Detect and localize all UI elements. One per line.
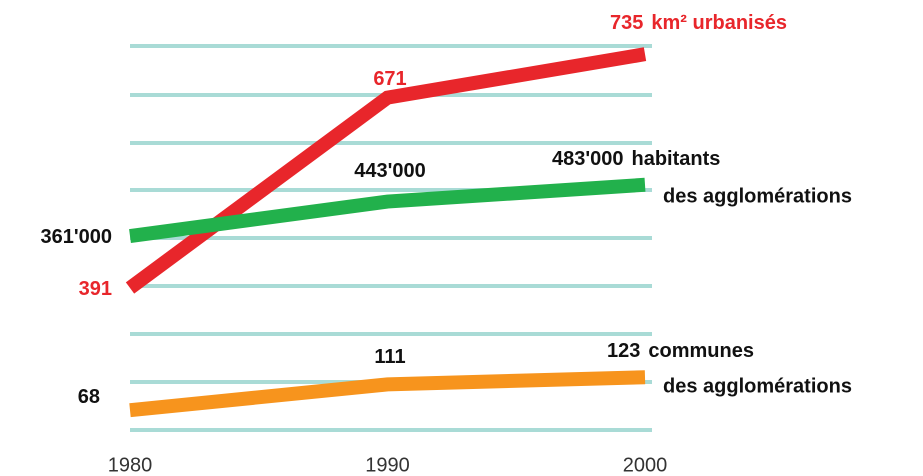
data-label: 361'000: [41, 226, 113, 248]
data-label-value: 111: [374, 346, 405, 368]
data-label-value: 483'000: [552, 148, 624, 170]
grid: [130, 44, 652, 432]
series-line: [129, 177, 646, 243]
data-label: 391: [79, 278, 112, 300]
data-label-value: 68: [78, 386, 100, 408]
data-label-value: 671: [373, 68, 406, 90]
series-line: [129, 370, 646, 418]
data-label: 483'000 habitants: [552, 148, 720, 170]
data-label: 123 communes: [607, 340, 754, 362]
series-label: des agglomérations: [663, 375, 852, 397]
x-tick-label: 1990: [365, 454, 410, 476]
series-label: communes: [648, 340, 754, 362]
data-label: 111: [374, 346, 405, 368]
x-tick-label: 1980: [108, 454, 153, 476]
x-tick-label: 2000: [623, 454, 668, 476]
data-label-value: 391: [79, 278, 112, 300]
data-label: 735 km² urbanisés: [610, 12, 787, 34]
data-label: 68: [78, 386, 100, 408]
series-label: des agglomérations: [663, 185, 852, 207]
series-label: km² urbanisés: [651, 12, 787, 34]
data-label-value: 361'000: [41, 226, 113, 248]
data-label: 443'000: [354, 160, 426, 182]
data-label-value: 443'000: [354, 160, 426, 182]
data-label: 671: [373, 68, 406, 90]
data-label-value: 735: [610, 12, 643, 34]
data-label-value: 123: [607, 340, 640, 362]
series-label: habitants: [632, 148, 721, 170]
